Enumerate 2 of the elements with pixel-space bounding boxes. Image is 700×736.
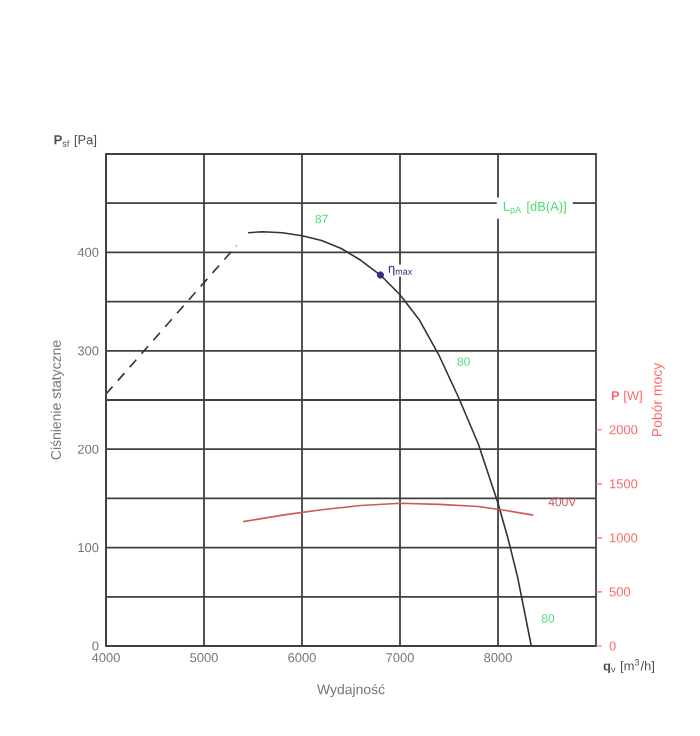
line-series [242, 502, 535, 523]
line-series [247, 230, 533, 647]
